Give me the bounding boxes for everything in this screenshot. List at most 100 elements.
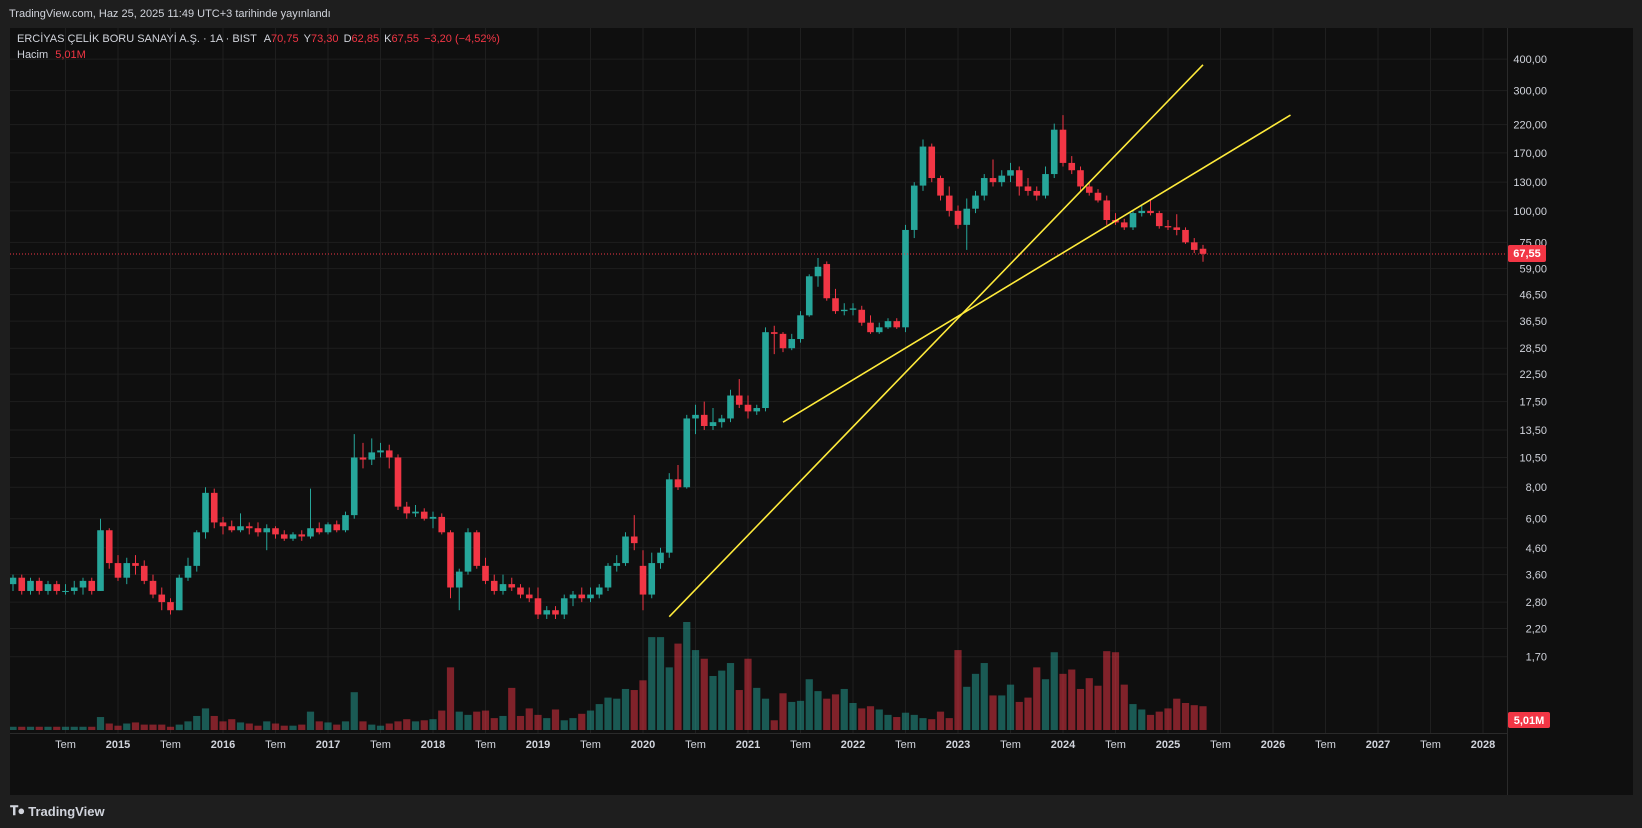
price-chart[interactable]: 400,00300,00220,00170,00130,00100,0075,0… xyxy=(10,28,1633,795)
time-tick-label: 2017 xyxy=(316,739,340,751)
candle xyxy=(972,190,979,214)
volume-bar xyxy=(420,720,428,730)
volume-bar xyxy=(691,650,700,730)
volume-bar xyxy=(1138,709,1146,730)
volume-bar xyxy=(910,714,918,730)
price-tick-label: 130,00 xyxy=(1513,177,1547,189)
volume-bar xyxy=(61,726,70,730)
candle xyxy=(832,288,839,314)
volume-bar xyxy=(753,687,761,730)
time-tick-label: Tem xyxy=(685,739,706,751)
candle-body xyxy=(508,584,516,588)
candle xyxy=(193,530,201,572)
candle-body xyxy=(805,276,813,316)
volume-bar xyxy=(341,721,350,730)
volume-bar xyxy=(595,704,603,730)
candle xyxy=(438,513,446,535)
trendline[interactable] xyxy=(782,114,1291,423)
candle xyxy=(464,528,472,575)
symbol-legend[interactable]: ERCİYAS ÇELİK BORU SANAYİ A.Ş. · 1A · BI… xyxy=(17,33,500,45)
volume-bar xyxy=(849,703,857,730)
volume-bar xyxy=(700,658,708,730)
volume-bar xyxy=(1050,652,1058,730)
candle-body xyxy=(97,530,104,591)
candle xyxy=(1042,166,1049,199)
candle-body xyxy=(473,532,481,566)
candle-body xyxy=(1190,242,1198,250)
candle xyxy=(595,584,603,599)
candle-body xyxy=(989,178,997,183)
low-label: D xyxy=(343,33,352,45)
volume-legend[interactable]: Hacim 5,01M xyxy=(17,49,86,61)
volume-bar xyxy=(1146,714,1155,730)
candle xyxy=(700,401,708,430)
open-value: 70,75 xyxy=(271,33,299,45)
candle-body xyxy=(770,332,778,334)
candle-body xyxy=(919,146,927,186)
volume-bar xyxy=(648,637,656,730)
price-tick-label: 13,50 xyxy=(1519,425,1547,437)
volume-bar xyxy=(1120,684,1128,730)
chart-frame[interactable]: 400,00 300,00 220,00 170,00 130,00 100,00 75,0… xyxy=(10,28,1633,795)
time-tick-label: Tem xyxy=(1210,739,1231,751)
volume-bar xyxy=(1129,704,1137,730)
volume-bar xyxy=(88,726,96,730)
candle-body xyxy=(1077,170,1084,187)
price-tick-label: 220,00 xyxy=(1513,120,1547,132)
volume-bar xyxy=(630,690,638,730)
candle xyxy=(1094,189,1102,203)
volume-bar xyxy=(788,701,796,730)
candle xyxy=(1050,123,1058,179)
candle-body xyxy=(560,598,568,615)
candle xyxy=(114,555,122,581)
candle-body xyxy=(613,563,621,566)
candle-body xyxy=(263,528,271,533)
candle xyxy=(884,318,892,329)
candle-body xyxy=(447,532,454,588)
volume-bar xyxy=(866,706,875,730)
volume-bar xyxy=(289,725,297,730)
price-tick-label: 36,50 xyxy=(1519,316,1547,328)
volume-bar xyxy=(744,658,752,730)
volume-bar xyxy=(543,718,551,730)
volume-bar xyxy=(236,722,245,730)
volume-label: Hacim xyxy=(17,49,49,61)
candle xyxy=(342,511,349,533)
volume-bar xyxy=(1155,711,1163,730)
candle-body xyxy=(692,414,699,419)
time-tick-label: Tem xyxy=(265,739,286,751)
volume-bar xyxy=(1190,705,1198,730)
candle-body xyxy=(368,452,376,460)
time-tick-label: 2022 xyxy=(841,739,865,751)
candle xyxy=(377,442,384,458)
candle xyxy=(622,532,629,566)
volume-bar xyxy=(114,725,122,730)
candle-body xyxy=(403,506,411,514)
volume-bar xyxy=(858,708,866,730)
candle-body xyxy=(683,418,691,488)
candle-body xyxy=(735,395,743,405)
volume-bar xyxy=(1103,651,1111,730)
price-tick-label: 22,50 xyxy=(1519,369,1547,381)
candle-body xyxy=(595,587,603,595)
candle-body xyxy=(412,511,419,514)
volume-bar xyxy=(1076,688,1085,730)
volume-bar xyxy=(508,687,516,730)
volume-bar xyxy=(105,723,113,730)
time-tick-label: Tem xyxy=(55,739,76,751)
candle-body xyxy=(350,457,358,516)
candle-body xyxy=(105,530,113,564)
candle-body xyxy=(490,580,498,591)
candle xyxy=(412,505,419,517)
volume-bar xyxy=(184,721,192,730)
trendline[interactable] xyxy=(668,64,1204,618)
time-tick-label: Tem xyxy=(790,739,811,751)
symbol-name[interactable]: ERCİYAS ÇELİK BORU SANAYİ A.Ş. · 1A · BI… xyxy=(17,33,257,45)
price-tick-label: 170,00 xyxy=(1513,148,1547,160)
candle xyxy=(569,590,577,607)
candle-body xyxy=(1129,213,1137,228)
tradingview-brand[interactable]: 𝐓● TradingView xyxy=(10,803,105,819)
volume-bar xyxy=(726,663,735,730)
brand-label: TradingView xyxy=(28,803,105,819)
candle-body xyxy=(753,408,761,412)
